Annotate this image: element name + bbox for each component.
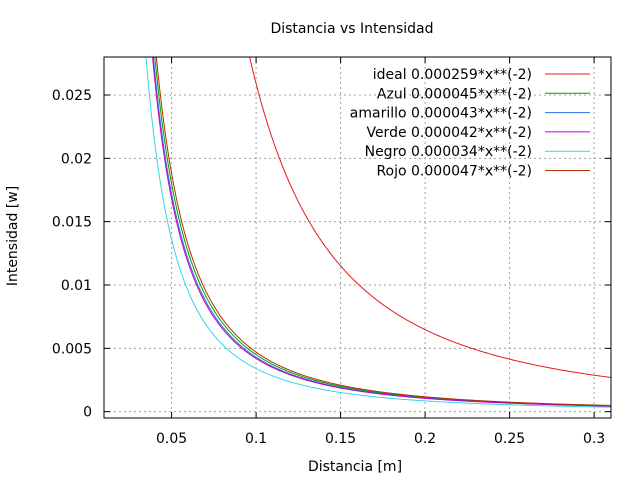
- y-tick-label: 0.005: [52, 341, 92, 357]
- y-tick-label: 0.015: [52, 215, 92, 231]
- series-line-5: [155, 57, 611, 406]
- legend-label: Rojo 0.000047*x**(-2): [376, 164, 532, 180]
- x-tick-label: 0.25: [494, 431, 525, 447]
- y-tick-label: 0.025: [52, 88, 92, 104]
- x-tick-label: 0.15: [325, 431, 356, 447]
- y-tick-label: 0: [83, 405, 92, 421]
- x-axis-label: Distancia [m]: [308, 459, 402, 475]
- legend-label: amarillo 0.000043*x**(-2): [350, 106, 532, 122]
- series-line-0: [249, 57, 611, 379]
- x-tick-label: 0.3: [583, 431, 605, 447]
- y-tick-label: 0.02: [61, 151, 92, 167]
- plot-frame: [103, 56, 612, 419]
- legend-label: Verde 0.000042*x**(-2): [366, 125, 532, 141]
- chart-title: Distancia vs Intensidad: [270, 21, 433, 37]
- x-tick-label: 0.2: [414, 431, 436, 447]
- grid-lines: [104, 57, 611, 418]
- x-tick-label: 0.1: [245, 431, 267, 447]
- y-axis-label: Intensidad [w]: [5, 186, 21, 286]
- y-tick-label: 0.01: [61, 278, 92, 294]
- legend-label: ideal 0.000259*x**(-2): [373, 67, 532, 83]
- x-tick-label: 0.05: [156, 431, 187, 447]
- series-line-4: [145, 57, 611, 408]
- series-lines: [145, 57, 611, 408]
- axis-ticks: 0.05 0.1 0.15 0.2 0.25 0.3 0 0.005 0.01 0.015 0.02…: [52, 57, 611, 447]
- legend-label: Negro 0.000034*x**(-2): [365, 144, 532, 160]
- legend: ideal 0.000259*x**(-2) Azul 0.000045*x**(…: [350, 67, 590, 180]
- legend-label: Azul 0.000045*x**(-2): [377, 86, 532, 102]
- series-line-3: [152, 57, 611, 407]
